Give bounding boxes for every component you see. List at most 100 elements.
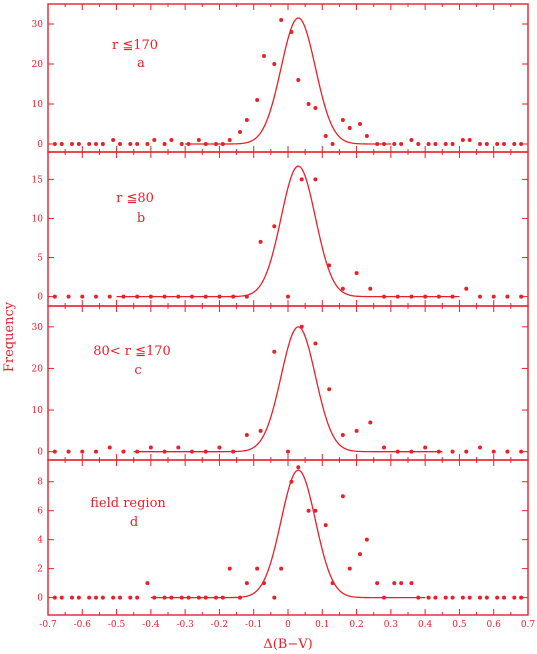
data-point [279, 18, 284, 22]
data-point [121, 449, 126, 454]
data-point [330, 581, 335, 586]
data-point [409, 294, 414, 299]
data-point [450, 595, 455, 600]
data-point [347, 566, 352, 571]
data-point [286, 449, 290, 454]
panel-label: c [134, 363, 141, 378]
data-point [162, 595, 167, 600]
data-point [59, 142, 64, 146]
data-point [313, 177, 318, 182]
x-tick-label: -0.6 [74, 620, 92, 630]
data-point [436, 449, 441, 454]
data-point [107, 445, 112, 450]
data-point [519, 142, 524, 146]
y-tick-label: 30 [32, 20, 44, 30]
panel-label: 80< r ≦170 [93, 344, 171, 359]
y-tick-label: 20 [32, 364, 44, 374]
data-point [467, 595, 472, 600]
data-point [423, 445, 428, 450]
data-point [179, 142, 184, 146]
data-point [272, 349, 277, 354]
fit-curve [133, 326, 443, 453]
data-point [203, 449, 208, 454]
data-point [203, 142, 208, 146]
x-tick-label: 0.3 [384, 620, 399, 630]
data-point [519, 595, 524, 600]
data-point [231, 449, 236, 454]
data-point [135, 142, 140, 146]
data-point [135, 595, 140, 600]
data-point [478, 445, 482, 450]
panel-frame [47, 151, 529, 307]
data-point [70, 142, 74, 146]
data-point [52, 595, 57, 600]
data-point [231, 294, 236, 299]
fit-curve [116, 165, 460, 298]
data-point [358, 552, 362, 557]
panel-label: r ≦80 [116, 191, 154, 206]
data-point [255, 98, 260, 102]
data-point [80, 449, 85, 454]
data-point [364, 537, 369, 542]
data-point [244, 433, 249, 438]
fit-curve [185, 17, 391, 145]
data-point [220, 142, 225, 146]
data-point [375, 142, 380, 146]
data-point [426, 142, 431, 146]
data-point [169, 595, 174, 600]
y-tick-label: 2 [37, 565, 43, 575]
data-point [289, 479, 294, 484]
data-point [227, 566, 232, 571]
data-point [519, 449, 524, 454]
data-point [519, 294, 524, 299]
data-point [443, 595, 448, 600]
data-point [214, 142, 218, 146]
data-point [502, 142, 506, 146]
data-point [306, 508, 311, 513]
data-point [279, 566, 284, 571]
data-point [66, 294, 71, 299]
data-point [443, 142, 448, 146]
y-tick-label: 10 [32, 100, 44, 110]
data-point [238, 130, 242, 134]
data-point [502, 595, 506, 600]
data-point [286, 294, 290, 299]
data-point [152, 138, 157, 142]
y-tick-label: 0 [37, 140, 43, 150]
data-point [358, 122, 362, 126]
data-point [52, 449, 57, 454]
data-point [399, 142, 404, 146]
panel-label: a [137, 56, 145, 71]
y-tick-label: 5 [37, 254, 43, 264]
data-point [94, 142, 98, 146]
panel-b: 0 5 10 15 r ≦80 b [32, 151, 529, 307]
data-point [244, 118, 249, 122]
data-point [450, 142, 455, 146]
data-point [416, 595, 421, 600]
data-point [148, 294, 153, 299]
x-tick-label: -0.1 [245, 620, 262, 630]
data-point [272, 62, 277, 66]
data-point [323, 523, 328, 528]
x-tick-label: 0.1 [315, 620, 329, 630]
data-point [392, 581, 397, 586]
data-point [505, 294, 510, 299]
data-point [375, 581, 380, 586]
data-point [299, 324, 304, 329]
data-point [59, 595, 64, 600]
data-point [203, 595, 208, 600]
data-point [306, 102, 311, 106]
y-tick-label: 0 [37, 594, 43, 604]
data-point [135, 294, 140, 299]
data-point [426, 595, 431, 600]
data-point [382, 142, 386, 146]
data-point [145, 581, 150, 586]
data-point [464, 449, 469, 454]
y-tick-label: 0 [37, 448, 43, 458]
data-point [368, 286, 373, 291]
x-tick-label: 0.2 [349, 620, 363, 630]
y-tick-label: 30 [32, 323, 44, 333]
y-tick-label: 6 [37, 507, 43, 517]
data-point [327, 387, 332, 392]
data-point [340, 433, 345, 438]
